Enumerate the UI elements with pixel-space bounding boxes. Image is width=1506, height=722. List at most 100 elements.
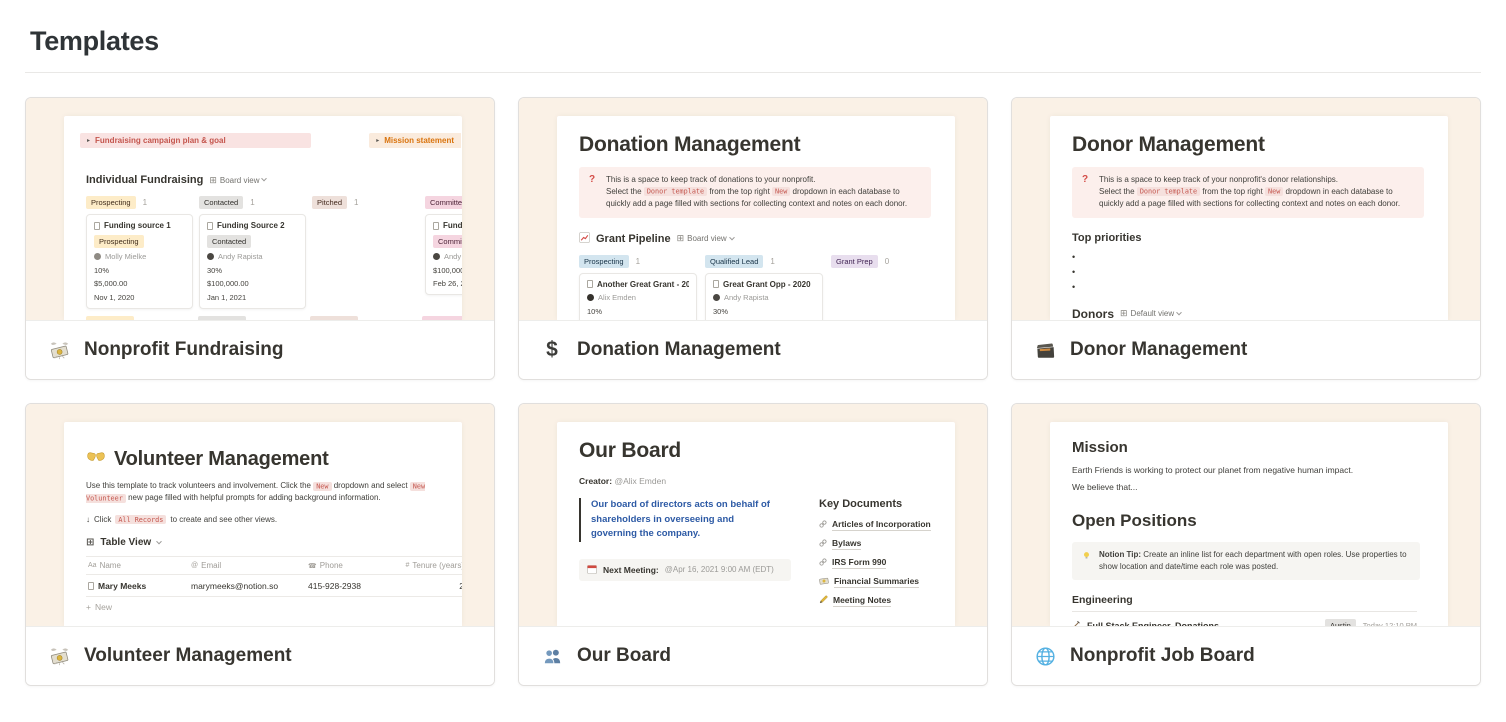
- template-name: Our Board: [577, 645, 671, 666]
- column-tag: Qualified Lead: [705, 254, 764, 268]
- board-title: Grant Pipeline: [596, 232, 671, 245]
- board-section-header: Individual Fundraising ⊞ Board view: [86, 174, 462, 186]
- pencil-icon: [819, 595, 828, 606]
- calendar-icon: [587, 564, 597, 576]
- table-row: Mary Meeks marymeeks@notion.so 415-928-2…: [86, 575, 462, 597]
- job-title: Full Stack Engineer, Donations: [1087, 620, 1220, 627]
- preview-nonprofit-fundraising: ▸ Fundraising campaign plan & goal ▸ Mis…: [26, 98, 494, 320]
- card-property-amount: $5,000.00: [94, 279, 128, 288]
- callout-segment: from the top right: [1200, 186, 1266, 196]
- docs-list: Articles of Incorporation Bylaws IRS For…: [819, 519, 955, 607]
- card-property-person: Andy Rapista: [713, 293, 815, 302]
- column-tag: [422, 316, 462, 320]
- column-header: # Tenure (years): [390, 557, 462, 574]
- column-tag: Committed: [425, 196, 462, 209]
- kanban-card: Funding source 1 Prospecting Molly Mielk…: [86, 214, 193, 309]
- board-section-header: Grant Pipeline ⊞ Board view: [579, 231, 955, 246]
- doc-label: Articles of Incorporation: [832, 519, 931, 531]
- column-tag: Pitched: [312, 196, 348, 209]
- question-icon: ?: [1082, 174, 1089, 185]
- section-title: Mission: [1072, 439, 1128, 456]
- column-header: Grant Prep 0: [831, 254, 941, 268]
- cell-email: marymeeks@notion.so: [189, 577, 306, 595]
- posted-time: Today 12:10 PM: [1362, 621, 1417, 626]
- page-icon: [88, 581, 94, 590]
- busts-in-silhouette-icon: [540, 644, 564, 668]
- column-label: Email: [201, 561, 222, 570]
- column-header: Qualified Lead 1: [705, 254, 823, 268]
- docs-heading: Key Documents: [819, 498, 955, 510]
- board-title: Donors: [1072, 306, 1114, 321]
- card-title-bar: $ Donation Management: [519, 320, 987, 379]
- inline-code: Donor template: [643, 187, 708, 196]
- preview-page: Volunteer Management Use this template t…: [64, 422, 462, 626]
- paragraph-segment: new page filled with helpful prompts for…: [125, 493, 381, 502]
- board-title: Individual Fundraising: [86, 174, 204, 186]
- click-instruction: ↓ Click All Records to create and see ot…: [86, 515, 462, 524]
- kanban-card-title-row: Funding Source 2: [207, 221, 298, 230]
- person-name: Andy Rapista: [724, 293, 769, 302]
- page-header: Templates: [30, 26, 1476, 57]
- instruction-segment: Click: [94, 515, 112, 524]
- kanban-card-title: Another Great Grant - 2020: [597, 279, 689, 289]
- column-count: 1: [770, 256, 775, 266]
- card-title-bar: Donor Management: [1012, 320, 1480, 379]
- column-header: ☎ Phone: [306, 557, 390, 574]
- kanban-card-title: Funding source 1: [104, 221, 171, 230]
- card-property-percent: 30%: [713, 306, 729, 316]
- mission-heading: Mission: [1072, 439, 1448, 456]
- view-switcher: ⊞ Board view: [677, 233, 735, 244]
- column-tag: [86, 316, 134, 320]
- question-icon: ?: [589, 174, 596, 185]
- template-card-our-board[interactable]: Our Board Creator: @Alix Emden Our board…: [518, 403, 988, 686]
- template-name: Donation Management: [577, 339, 781, 360]
- column-tag: [310, 316, 358, 320]
- column-header: Committed: [425, 196, 462, 209]
- mission-line: We believe that...: [1072, 482, 1138, 492]
- creator-mention: @Alix Emden: [614, 476, 667, 486]
- template-card-nonprofit-job-board[interactable]: Mission Earth Friends is working to prot…: [1011, 403, 1481, 686]
- bullet-item: •: [1072, 266, 1076, 277]
- open-positions-heading: Open Positions: [1072, 511, 1448, 531]
- inline-code: New: [1265, 187, 1284, 196]
- preview-page: Mission Earth Friends is working to prot…: [1050, 422, 1448, 626]
- globe-with-meridians-icon: [1033, 644, 1057, 668]
- pick-icon: [1072, 620, 1081, 626]
- avatar: [94, 253, 101, 260]
- bullet-list: • • •: [1072, 250, 1448, 295]
- status-tag: Committed: [433, 234, 462, 248]
- bullet-item: •: [1072, 281, 1076, 292]
- down-arrow-icon: ↓: [86, 515, 90, 524]
- page-icon: [713, 280, 719, 288]
- kanban-card-title-row: Funding source 1: [94, 221, 185, 230]
- job-meta: Austin Today 12:10 PM: [1324, 619, 1417, 626]
- kanban-card: Great Grant Opp - 2020 Andy Rapista 30% …: [705, 272, 823, 320]
- doc-link: IRS Form 990: [819, 557, 955, 569]
- callout-segment: dropdown in each database to: [1283, 186, 1393, 196]
- callout-line: quickly add a page filled with sections …: [1099, 199, 1401, 208]
- cell-tenure: 2: [390, 577, 462, 595]
- kanban-board: Prospecting 1 Funding source 1 Prospecti…: [86, 196, 462, 309]
- template-card-donation-management[interactable]: Donation Management ? This is a space to…: [518, 97, 988, 380]
- quote-block: Our board of directors acts on behalf of…: [579, 498, 775, 542]
- doc-link: Bylaws: [819, 538, 955, 550]
- template-card-volunteer-management[interactable]: Volunteer Management Use this template t…: [25, 403, 495, 686]
- template-card-nonprofit-fundraising[interactable]: ▸ Fundraising campaign plan & goal ▸ Mis…: [25, 97, 495, 380]
- preview-donor-management: Donor Management ? This is a space to ke…: [1012, 98, 1480, 320]
- preview-page-title: Volunteer Management: [114, 447, 329, 470]
- intro-paragraph: Use this template to track volunteers an…: [86, 480, 448, 504]
- template-card-donor-management[interactable]: Donor Management ? This is a space to ke…: [1011, 97, 1481, 380]
- kanban-column-contacted: Contacted 1 Funding Source 2 Contacted: [199, 196, 306, 309]
- page-icon: [433, 221, 439, 230]
- doc-label: IRS Form 990: [832, 557, 887, 569]
- kanban-card-title-row: Another Great Grant - 2020: [587, 280, 689, 289]
- callout-line: quickly add a page filled with sections …: [606, 199, 908, 208]
- cell-value: 2: [459, 581, 462, 591]
- preview-volunteer-management: Volunteer Management Use this template t…: [26, 404, 494, 626]
- money-with-wings-icon: [47, 338, 71, 362]
- toggle-block-fundraising-plan: ▸ Fundraising campaign plan & goal: [80, 133, 312, 148]
- cell-value: marymeeks@notion.so: [191, 580, 279, 591]
- card-property-status: Contacted: [207, 234, 298, 248]
- card-property-status: Committed: [433, 234, 462, 248]
- column-tag: Prospecting: [86, 196, 136, 209]
